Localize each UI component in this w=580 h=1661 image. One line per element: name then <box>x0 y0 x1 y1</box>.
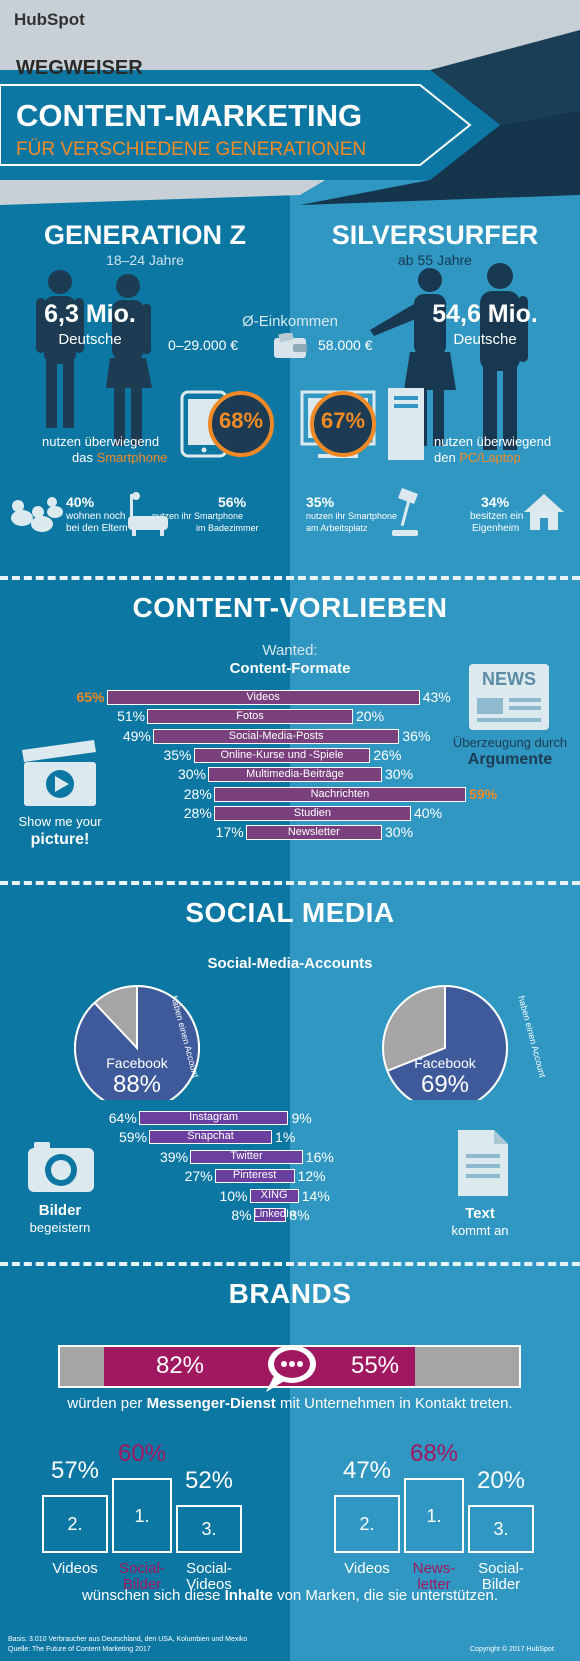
gen-z-income: 0–29.000 € <box>168 337 239 353</box>
social-left-caption-1: Bilder <box>38 1202 82 1219</box>
section-divider <box>0 576 580 580</box>
gen-z-device-prefix: das <box>72 450 97 465</box>
brands-footer-text-1: wünschen sich diese <box>81 1587 225 1604</box>
gen-z-count-label: Deutsche <box>58 331 122 348</box>
content-right-caption-2: Argumente <box>467 751 553 768</box>
fact-2-line1: nutzen ihr Smartphone <box>152 511 244 521</box>
header-dark-shard-2 <box>300 110 580 205</box>
pie-label: Facebook <box>414 1055 476 1071</box>
ducks-icon <box>11 497 63 532</box>
social-chart-title: Social-Media-Accounts <box>207 955 373 972</box>
header-subtitle: FÜR VERSCHIEDENE GENERATIONEN <box>16 139 367 160</box>
messenger-right-pct: 55% <box>350 1352 400 1379</box>
brands-footer-text-2: von Marken, die sie unterstützen. <box>272 1587 499 1604</box>
youth-silhouette-icon <box>36 270 152 446</box>
fact-1-pct: 40% <box>66 494 95 510</box>
senior-silhouette-icon <box>370 263 528 450</box>
hubspot-logo: HubSpot <box>14 10 85 29</box>
wallet-icon <box>274 333 307 358</box>
section-divider <box>0 1262 580 1266</box>
content-left-caption-2: picture! <box>30 831 90 848</box>
fact-3-line1: nutzen ihr Smartphone <box>306 511 398 521</box>
social-section-title: SOCIAL MEDIA <box>185 897 395 928</box>
header-title: CONTENT-MARKETING <box>16 98 363 133</box>
silversurfer-device-prefix: den <box>434 450 460 465</box>
pie-slice-facebook <box>74 984 200 1100</box>
bathtub-icon <box>128 492 168 536</box>
silversurfer-title: SILVERSURFER <box>331 220 539 250</box>
content-section-title: CONTENT-VORLIEBEN <box>132 592 448 623</box>
pie-label: Facebook <box>106 1055 168 1071</box>
messenger-text-1: würden per <box>67 1395 147 1412</box>
fact-4-pct: 34% <box>481 494 510 510</box>
newspaper-icon <box>469 664 549 730</box>
content-chart-title-2: Content-Formate <box>229 660 351 677</box>
chat-bubble-icon <box>266 1345 316 1392</box>
brands-section-title: BRANDS <box>228 1278 352 1309</box>
social-right-caption-2: kommt an <box>451 1223 509 1238</box>
silversurfer-device-name: PC/Laptop <box>459 450 521 465</box>
desk-lamp-icon <box>392 488 418 536</box>
messenger-left-pct: 82% <box>155 1352 205 1379</box>
gen-z-count: 6,3 Mio. <box>44 300 136 328</box>
house-icon <box>524 494 564 530</box>
messenger-text-bold: Messenger-Dienst <box>146 1395 276 1412</box>
gen-z-title: GENERATION Z <box>44 220 246 250</box>
pie-value: 88% <box>113 1071 161 1098</box>
content-right-caption-1: Überzeugung durch <box>452 735 568 750</box>
header-arrow <box>0 70 500 180</box>
silversurfer-age: ab 55 Jahre <box>398 252 472 268</box>
messenger-text-2: mit Unternehmen in Kontakt treten. <box>275 1395 513 1412</box>
camera-icon <box>28 1142 94 1192</box>
brands-footer-text-bold: Inhalte <box>224 1587 273 1604</box>
fact-4-line1: besitzen ein <box>470 511 524 522</box>
income-label: Ø-Einkommen <box>242 313 338 330</box>
silversurfer-device-badge <box>310 391 376 457</box>
video-clapper-icon <box>22 740 96 806</box>
fact-2-line2: im Badezimmer <box>196 523 259 533</box>
content-chart-title-1: Wanted: <box>262 642 318 659</box>
silversurfer-device-text-1: nutzen überwiegend <box>434 434 552 449</box>
fact-1-line2: bei den Eltern <box>66 523 128 534</box>
pie-value: 69% <box>421 1071 469 1098</box>
news-label: NEWS <box>482 669 536 689</box>
silversurfer-count-label: Deutsche <box>453 331 517 348</box>
pie-slice-facebook <box>386 984 508 1100</box>
social-left-caption-2: begeistern <box>29 1220 91 1235</box>
messenger-text: würden per Messenger-Dienst mit Unterneh… <box>0 1396 580 1411</box>
silversurfer-income: 58.000 € <box>318 337 373 353</box>
messenger-bar-left <box>103 1347 290 1386</box>
gen-z-device-pct: 68% <box>218 408 264 433</box>
fact-2-pct: 56% <box>218 494 247 510</box>
footer-basis: Basis: 3.010 Verbraucher aus Deutschland… <box>8 1636 248 1643</box>
fact-4-line2: Eigenheim <box>472 523 520 534</box>
fact-1-line1: wohnen noch <box>66 511 126 522</box>
fact-3-pct: 35% <box>306 494 335 510</box>
gen-z-age: 18–24 Jahre <box>106 252 184 268</box>
footer-source: Quelle: The Future of Content Marketing … <box>8 1646 151 1653</box>
silversurfer-device-pct: 67% <box>320 408 366 433</box>
footer-copyright: Copyright © 2017 HubSpot <box>470 1646 554 1653</box>
section-divider <box>0 881 580 885</box>
header-arrow-outline <box>0 84 472 166</box>
gen-z-device-badge <box>208 391 274 457</box>
content-left-caption-1: Show me your <box>18 814 102 829</box>
header-graphic <box>0 0 580 205</box>
gen-z-device-text-1: nutzen überwiegend <box>42 434 160 449</box>
brands-footer-text: wünschen sich diese Inhalte von Marken, … <box>0 1588 580 1603</box>
header-kicker: WEGWEISER <box>16 57 143 79</box>
fact-3-line2: am Arbeitsplatz <box>306 523 368 533</box>
gen-z-device-text-2: das Smartphone <box>72 451 167 464</box>
silversurfer-count: 54,6 Mio. <box>432 300 538 328</box>
document-icon <box>458 1130 508 1196</box>
social-right-caption-1: Text <box>465 1205 495 1222</box>
gen-z-device-name: Smartphone <box>96 450 168 465</box>
header-dark-shard <box>430 30 580 125</box>
silversurfer-device-text-2: den PC/Laptop <box>434 451 521 464</box>
